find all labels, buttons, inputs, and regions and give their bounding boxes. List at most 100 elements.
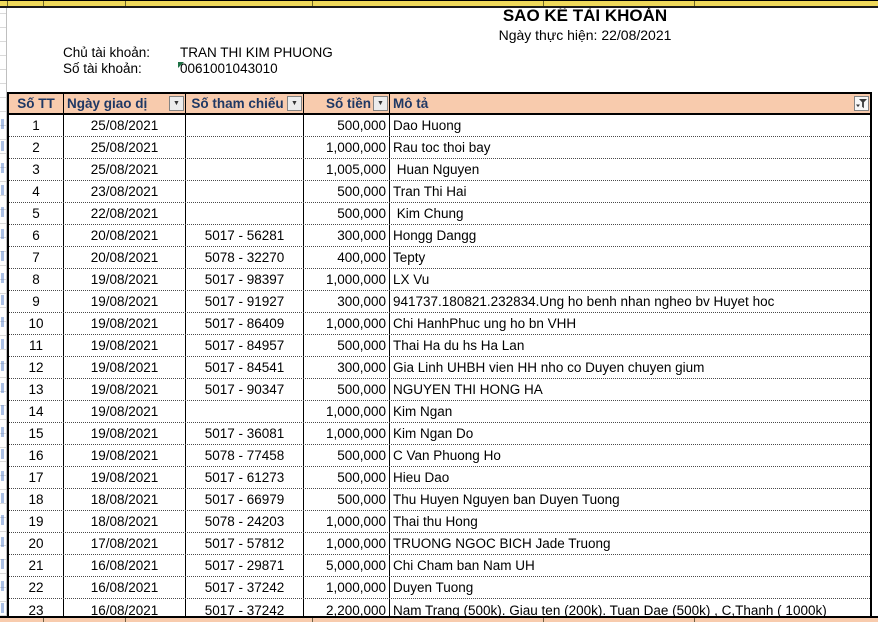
cell-date[interactable]: 19/08/2021 (64, 379, 186, 400)
cell-reference[interactable]: 5017 - 29871 (186, 555, 304, 576)
cell-description[interactable]: Thai thu Hong (393, 514, 478, 529)
cell-description[interactable]: NGUYEN THI HONG HA (393, 382, 543, 397)
cell-description[interactable]: Thu Huyen Nguyen ban Duyen Tuong (393, 492, 620, 507)
cell-description[interactable]: Chi Cham ban Nam UH (393, 558, 535, 573)
cell-stt[interactable]: 1 (9, 115, 64, 136)
cell-description[interactable]: Dao Huong (393, 118, 462, 133)
cell-amount[interactable]: 300,000 (304, 291, 390, 312)
cell-amount[interactable]: 400,000 (304, 247, 390, 268)
cell-amount[interactable]: 500,000 (304, 445, 390, 466)
filter-dropdown-icon[interactable]: ▼ (287, 96, 302, 111)
cell-stt[interactable]: 5 (9, 203, 64, 224)
cell-reference[interactable]: 5017 - 56281 (186, 225, 304, 246)
cell-reference[interactable] (186, 181, 304, 202)
cell-date[interactable]: 25/08/2021 (64, 159, 186, 180)
cell-reference[interactable]: 5017 - 37242 (186, 599, 304, 621)
filter-dropdown-icon[interactable]: ▼ (373, 96, 388, 111)
cell-description[interactable]: Hieu Dao (393, 470, 450, 485)
cell-amount[interactable]: 500,000 (304, 489, 390, 510)
cell-reference[interactable]: 5017 - 37242 (186, 577, 304, 598)
account-owner-value[interactable]: TRAN THI KIM PHUONG (180, 45, 333, 60)
cell-reference[interactable] (186, 203, 304, 224)
filter-applied-funnel-icon[interactable] (854, 96, 869, 111)
cell-date[interactable]: 23/08/2021 (64, 181, 186, 202)
cell-description[interactable]: Gia Linh UHBH vien HH nho co Duyen chuye… (393, 360, 705, 375)
cell-stt[interactable]: 22 (9, 577, 64, 598)
cell-stt[interactable]: 20 (9, 533, 64, 554)
cell-date[interactable]: 25/08/2021 (64, 115, 186, 136)
cell-amount[interactable]: 500,000 (304, 203, 390, 224)
cell-description[interactable]: Kim Ngan (393, 404, 453, 419)
cell-stt[interactable]: 3 (9, 159, 64, 180)
cell-description[interactable]: Tran Thi Hai (393, 184, 467, 199)
filter-dropdown-icon[interactable]: ▼ (169, 96, 184, 111)
cell-reference[interactable]: 5017 - 86409 (186, 313, 304, 334)
cell-amount[interactable]: 500,000 (304, 379, 390, 400)
cell-date[interactable]: 19/08/2021 (64, 445, 186, 466)
cell-date[interactable]: 20/08/2021 (64, 225, 186, 246)
cell-amount[interactable]: 5,000,000 (304, 555, 390, 576)
cell-amount[interactable]: 1,000,000 (304, 423, 390, 444)
cell-description[interactable]: Kim Chung (393, 206, 464, 221)
cell-amount[interactable]: 300,000 (304, 357, 390, 378)
cell-stt[interactable]: 13 (9, 379, 64, 400)
cell-reference[interactable]: 5078 - 32270 (186, 247, 304, 268)
cell-date[interactable]: 18/08/2021 (64, 489, 186, 510)
cell-reference[interactable]: 5017 - 84541 (186, 357, 304, 378)
cell-date[interactable]: 20/08/2021 (64, 247, 186, 268)
cell-description[interactable]: Huan Nguyen (393, 162, 480, 177)
cell-reference[interactable] (186, 115, 304, 136)
cell-stt[interactable]: 14 (9, 401, 64, 422)
cell-reference[interactable]: 5017 - 98397 (186, 269, 304, 290)
cell-stt[interactable]: 15 (9, 423, 64, 444)
account-number-value[interactable]: 0061001043010 (178, 61, 278, 76)
cell-description[interactable]: Kim Ngan Do (393, 426, 474, 441)
cell-amount[interactable]: 1,005,000 (304, 159, 390, 180)
column-header-date[interactable]: Ngày giao dị ▼ (64, 94, 186, 113)
cell-description[interactable]: Nam Trang (500k). Giau ten (200k). Tuan … (393, 602, 827, 618)
cell-description[interactable]: Thai Ha du hs Ha Lan (393, 338, 525, 353)
cell-reference[interactable]: 5078 - 24203 (186, 511, 304, 532)
cell-date[interactable]: 17/08/2021 (64, 533, 186, 554)
column-header-stt[interactable]: Số TT (9, 94, 64, 113)
cell-reference[interactable]: 5017 - 90347 (186, 379, 304, 400)
cell-amount[interactable]: 500,000 (304, 181, 390, 202)
cell-stt[interactable]: 11 (9, 335, 64, 356)
cell-amount[interactable]: 500,000 (304, 335, 390, 356)
cell-stt[interactable]: 7 (9, 247, 64, 268)
cell-description[interactable]: Chi HanhPhuc ung ho bn VHH (393, 316, 577, 331)
cell-amount[interactable]: 1,000,000 (304, 313, 390, 334)
cell-description[interactable]: Tepty (393, 250, 426, 265)
cell-description[interactable]: TRUONG NGOC BICH Jade Truong (393, 536, 611, 551)
cell-stt[interactable]: 21 (9, 555, 64, 576)
cell-reference[interactable]: 5017 - 84957 (186, 335, 304, 356)
cell-description[interactable]: C Van Phuong Ho (393, 448, 501, 463)
cell-reference[interactable]: 5017 - 66979 (186, 489, 304, 510)
cell-reference[interactable] (186, 159, 304, 180)
cell-description[interactable]: Hongg Dangg (393, 228, 477, 243)
cell-date[interactable]: 19/08/2021 (64, 335, 186, 356)
cell-description[interactable]: LX Vu (393, 272, 430, 287)
cell-reference[interactable]: 5017 - 61273 (186, 467, 304, 488)
cell-description[interactable]: Rau toc thoi bay (393, 140, 491, 155)
column-header-reference[interactable]: Số tham chiếu ▼ (186, 94, 304, 113)
cell-reference[interactable]: 5017 - 91927 (186, 291, 304, 312)
cell-amount[interactable]: 1,000,000 (304, 511, 390, 532)
cell-stt[interactable]: 17 (9, 467, 64, 488)
column-header-description[interactable]: Mô tả (390, 94, 870, 113)
cell-stt[interactable]: 9 (9, 291, 64, 312)
cell-stt[interactable]: 8 (9, 269, 64, 290)
cell-stt[interactable]: 23 (9, 599, 64, 621)
cell-date[interactable]: 19/08/2021 (64, 269, 186, 290)
cell-reference[interactable]: 5017 - 36081 (186, 423, 304, 444)
cell-stt[interactable]: 4 (9, 181, 64, 202)
cell-stt[interactable]: 12 (9, 357, 64, 378)
column-header-amount[interactable]: Số tiền ▼ (304, 94, 390, 113)
cell-reference[interactable]: 5078 - 77458 (186, 445, 304, 466)
cell-date[interactable]: 19/08/2021 (64, 423, 186, 444)
cell-amount[interactable]: 500,000 (304, 115, 390, 136)
cell-amount[interactable]: 1,000,000 (304, 533, 390, 554)
cell-stt[interactable]: 2 (9, 137, 64, 158)
cell-date[interactable]: 19/08/2021 (64, 467, 186, 488)
cell-date[interactable]: 19/08/2021 (64, 357, 186, 378)
